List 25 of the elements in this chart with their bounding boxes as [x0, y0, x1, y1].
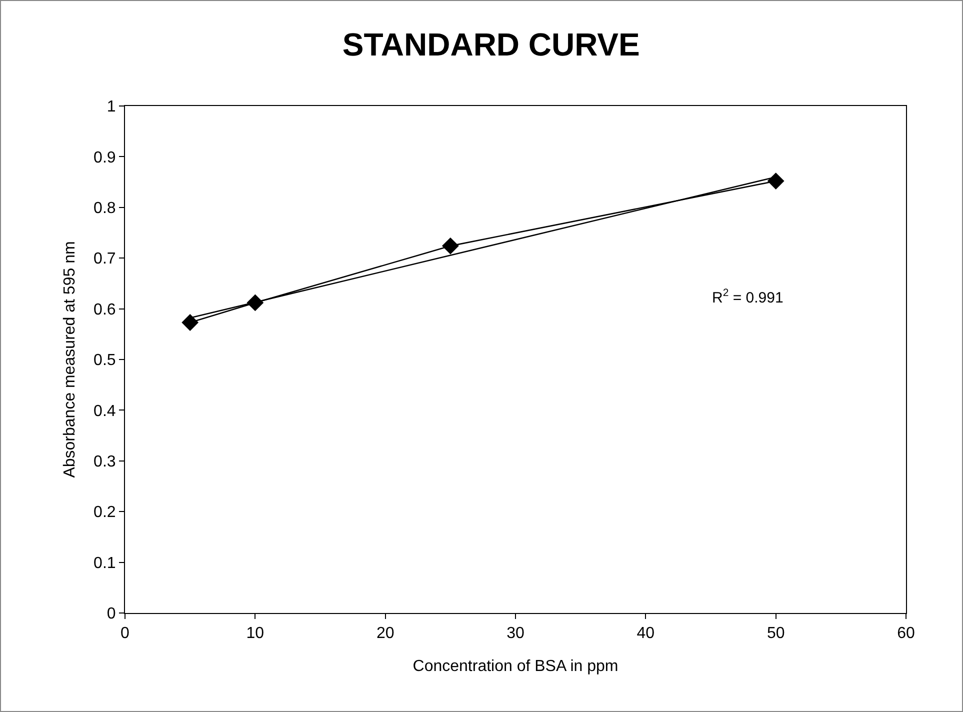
y-tick-label: 0.6 [94, 301, 116, 318]
x-tick-label: 20 [376, 625, 394, 642]
point [767, 172, 784, 190]
y-tick-label: 0.5 [94, 352, 116, 370]
x-tick-label: 0 [120, 625, 130, 642]
y-tick-label: 0.3 [94, 454, 116, 470]
x-tick-label: 50 [766, 625, 785, 642]
y-axis-title: Absorbance measured at 595 nm [61, 241, 78, 478]
y-tick-label: 0 [106, 606, 116, 623]
x-axis-title: Concentration of BSA in ppm [412, 658, 618, 675]
annotation: R$^{2}$ = 0.991 [712, 287, 784, 306]
x-tick-label: 10 [246, 625, 264, 642]
y-tick-label: 0.9 [94, 149, 116, 166]
point [442, 237, 459, 254]
x-tick-label: 60 [897, 625, 915, 642]
y-tick-label: 1 [106, 98, 116, 116]
y-tick-label: 0.1 [94, 554, 116, 572]
y-tick-label: 0.7 [94, 250, 116, 268]
point [182, 314, 199, 331]
x-tick-label: 30 [506, 625, 524, 642]
chart-title: STANDARD CURVE [342, 26, 640, 62]
y-tick-label: 0.2 [94, 504, 116, 522]
y-tick-label: 0.4 [94, 402, 116, 420]
y-tick-label: 0.8 [94, 200, 116, 217]
x-tick-label: 40 [636, 625, 655, 642]
